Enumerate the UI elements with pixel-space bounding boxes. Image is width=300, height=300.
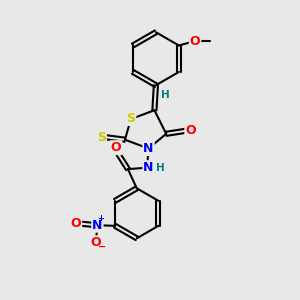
Text: O: O xyxy=(91,236,101,249)
Text: −: − xyxy=(98,242,106,252)
Text: +: + xyxy=(98,214,104,223)
Text: H: H xyxy=(161,90,170,100)
Text: O: O xyxy=(185,124,196,137)
Text: S: S xyxy=(97,131,106,144)
Text: O: O xyxy=(70,217,81,230)
Text: N: N xyxy=(92,219,103,232)
Text: S: S xyxy=(126,112,135,125)
Text: O: O xyxy=(111,141,122,154)
Text: N: N xyxy=(143,142,154,155)
Text: H: H xyxy=(156,163,165,173)
Text: N: N xyxy=(143,161,154,174)
Text: O: O xyxy=(190,34,200,48)
